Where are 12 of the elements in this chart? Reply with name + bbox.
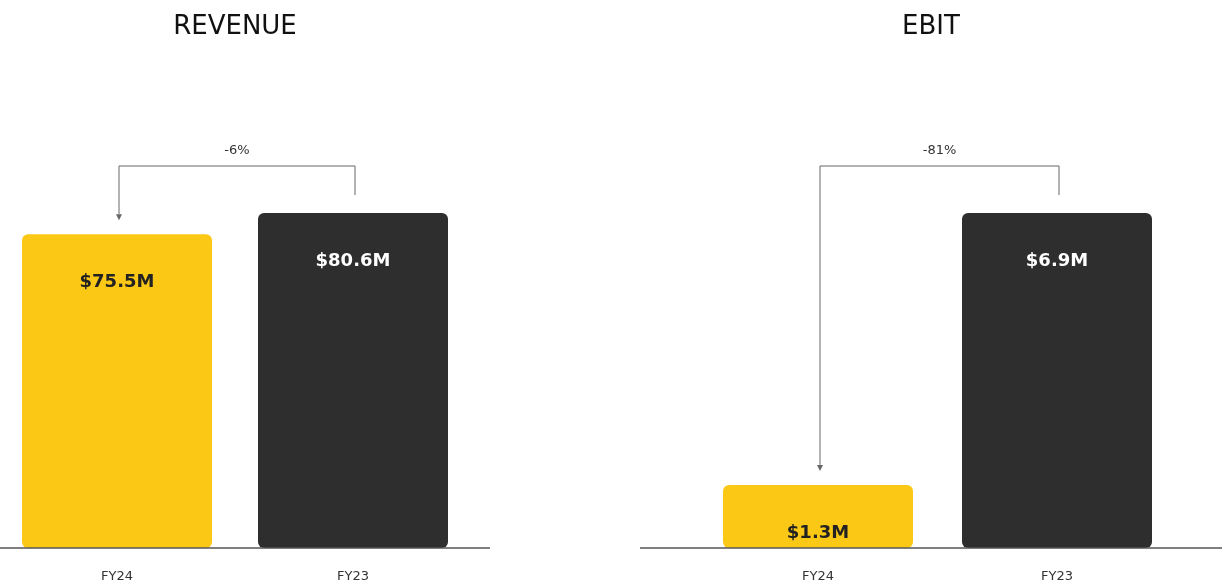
chart-title: REVENUE [173,10,297,40]
chart-title: EBIT [902,10,961,40]
x-tick-label: FY24 [802,568,834,583]
data-label: $80.6M [315,249,391,270]
x-tick-label: FY23 [337,568,369,583]
data-label: $75.5M [79,270,155,292]
data-label: $1.3M [786,520,850,542]
data-label: $6.9M [1025,249,1089,270]
x-tick-label: FY23 [1041,568,1073,583]
text: -6% [224,142,250,157]
x-tick-label: FY24 [101,568,133,583]
text: -81% [922,142,957,157]
